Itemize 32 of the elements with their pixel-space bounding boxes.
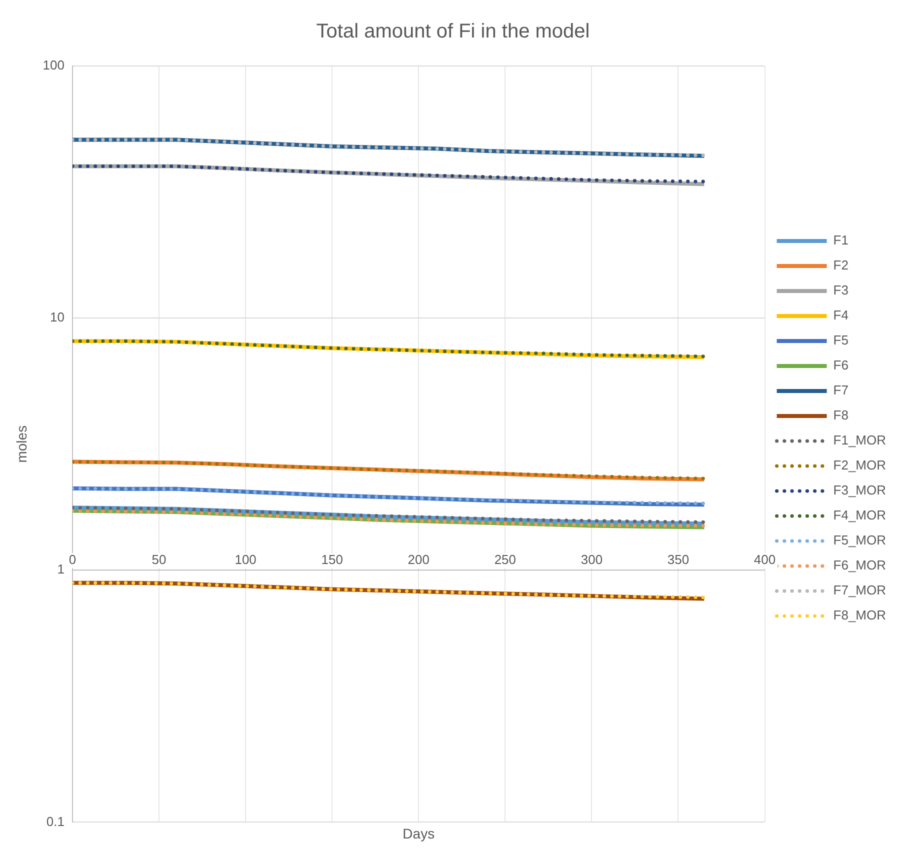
x-tick-label: 100 — [234, 552, 256, 568]
legend-label: F8 — [833, 408, 848, 423]
legend-label: F4 — [833, 308, 848, 323]
legend-label: F3 — [833, 282, 848, 298]
y-axis-title: moles — [13, 425, 30, 463]
legend-label: F6 — [833, 358, 848, 373]
x-tick-label: 400 — [754, 552, 776, 568]
legend-label: F2_MOR — [833, 458, 886, 473]
x-tick-label: 300 — [580, 552, 603, 568]
x-tick-label: 200 — [408, 552, 430, 568]
legend-label: F8_MOR — [833, 608, 886, 623]
legend-label: F5_MOR — [833, 532, 886, 548]
y-tick-label: 10 — [50, 310, 64, 325]
legend-label: F4_MOR — [833, 508, 886, 523]
legend-label: F6_MOR — [833, 558, 886, 573]
legend-label: F2 — [833, 258, 848, 273]
x-tick-label: 350 — [667, 552, 690, 568]
legend-label: F5 — [833, 332, 848, 348]
x-tick-label: 50 — [152, 552, 166, 568]
x-tick-label: 250 — [494, 552, 516, 568]
legend-label: F7 — [833, 382, 848, 398]
x-tick-label: 0 — [68, 552, 76, 568]
x-tick-label: 150 — [321, 552, 343, 568]
legend-label: F3_MOR — [833, 482, 886, 498]
legend-label: F1 — [833, 232, 848, 248]
legend-label: F7_MOR — [833, 582, 886, 598]
y-tick-label: 1 — [57, 562, 64, 577]
x-axis-title: Days — [402, 825, 435, 842]
legend-label: F1_MOR — [833, 432, 886, 448]
y-tick-label: 0.1 — [46, 814, 64, 829]
y-tick-label: 100 — [42, 58, 64, 73]
chart-title: Total amount of Fi in the model — [316, 20, 590, 43]
